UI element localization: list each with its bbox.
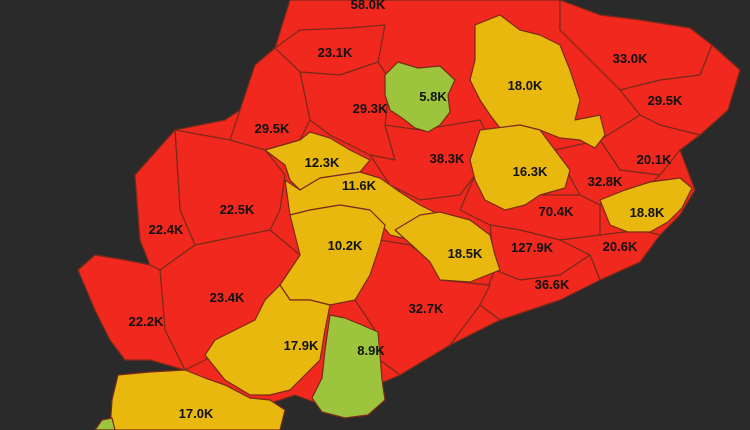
region-s-yellow	[204, 284, 331, 396]
district-value-label: 18.8K	[630, 205, 665, 220]
district-value-label: 29.5K	[255, 121, 290, 136]
region-e-yellow	[599, 177, 693, 233]
region-s-red-border	[479, 254, 601, 321]
district-value-label: 70.4K	[539, 204, 574, 219]
district-value-label: 127.9K	[511, 240, 554, 255]
district-value-label: 22.2K	[129, 314, 164, 329]
region-sw-low-sliver	[94, 417, 116, 430]
district-value-label: 38.3K	[430, 151, 465, 166]
district-value-label: 29.3K	[353, 101, 388, 116]
district-value-label: 10.2K	[328, 238, 363, 253]
district-value-label: 18.5K	[448, 246, 483, 261]
district-value-label: 33.0K	[613, 51, 648, 66]
region-nc-low	[384, 61, 456, 133]
district-value-label: 29.5K	[648, 93, 683, 108]
district-value-label: 20.1K	[637, 152, 672, 167]
district-value-labels: 58.0K 23.1K 5.8K 29.3K 18.0K 33.0K 29.5K…	[129, 0, 683, 421]
district-value-label: 32.8K	[588, 174, 623, 189]
district-value-label: 36.6K	[535, 277, 570, 292]
district-value-label: 23.4K	[210, 290, 245, 305]
district-value-label: 16.3K	[513, 164, 548, 179]
district-value-label: 20.6K	[603, 239, 638, 254]
district-value-label: 22.5K	[220, 202, 255, 217]
district-value-label: 32.7K	[409, 301, 444, 316]
region-c-yellow-b	[469, 124, 571, 211]
district-value-label: 17.0K	[179, 406, 214, 421]
district-value-label: 12.3K	[305, 155, 340, 170]
district-value-label: 58.0K	[351, 0, 386, 12]
district-value-label: 8.9K	[357, 343, 385, 358]
region-s-low	[311, 314, 386, 419]
district-value-label: 22.4K	[149, 222, 184, 237]
district-value-label: 17.9K	[284, 338, 319, 353]
district-value-label: 5.8K	[419, 89, 447, 104]
region-c-yellow-e	[394, 211, 501, 283]
district-value-label: 11.6K	[342, 178, 377, 193]
district-value-label: 18.0K	[508, 78, 543, 93]
district-regions	[77, 0, 741, 430]
region-sw-edge-border	[77, 254, 186, 371]
district-value-label: 23.1K	[318, 45, 353, 60]
region-n-yellow	[469, 14, 606, 149]
